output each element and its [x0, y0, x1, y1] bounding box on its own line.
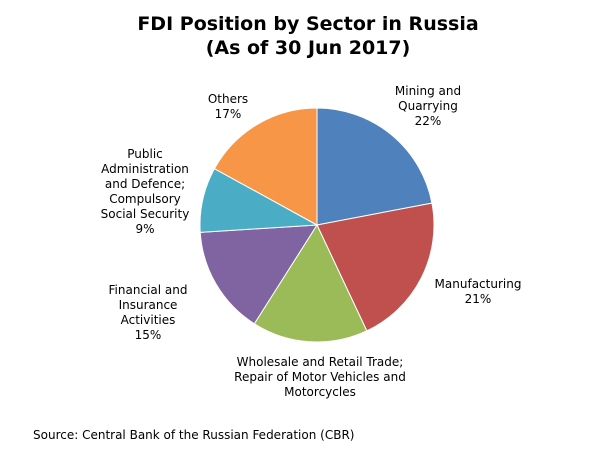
slice-label-1: Manufacturing 21% — [435, 277, 522, 306]
chart-title-line1: FDI Position by Sector in Russia — [137, 13, 479, 35]
slice-label-4: Public Administration and Defence; Compulso… — [101, 147, 190, 236]
slice-label-3: Financial and Insurance Activities 15% — [109, 283, 188, 342]
pie-slice-1 — [316, 202, 435, 332]
pie-slice-2 — [253, 223, 368, 343]
slice-label-0: Mining and Quarrying 22% — [395, 84, 461, 128]
source-note: Source: Central Bank of the Russian Fede… — [33, 428, 355, 442]
pie-slice-5 — [213, 107, 318, 226]
pie-slice-0 — [316, 107, 433, 226]
slice-label-2: Wholesale and Retail Trade; Repair of Mot… — [234, 355, 406, 399]
chart-title-line2: (As of 30 Jun 2017) — [205, 37, 411, 59]
pie-slice-3 — [199, 224, 318, 325]
slice-label-5: Others 17% — [208, 92, 248, 121]
